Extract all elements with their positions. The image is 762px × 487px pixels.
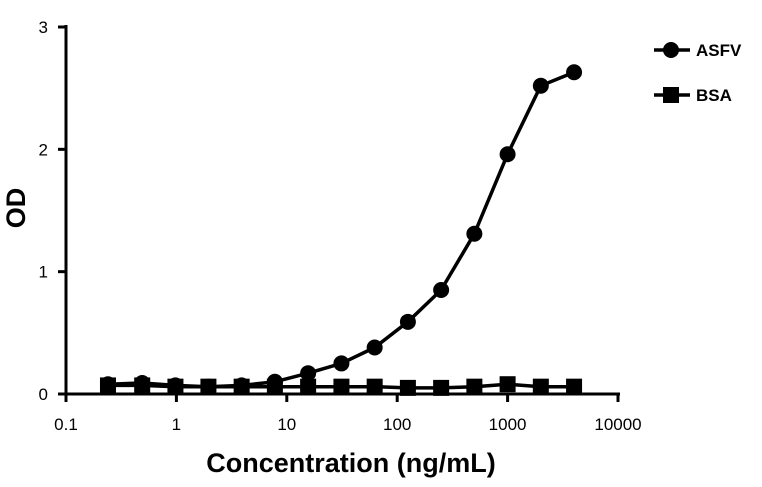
data-point xyxy=(566,64,583,81)
data-point xyxy=(200,378,217,395)
data-point xyxy=(233,377,250,394)
data-point xyxy=(532,378,549,395)
data-point xyxy=(134,374,151,391)
data-point xyxy=(266,373,283,390)
legend-item-bsa: BSA xyxy=(654,86,732,105)
data-point xyxy=(499,376,516,393)
data-point xyxy=(399,379,416,396)
series-asfv xyxy=(99,64,583,395)
data-point xyxy=(433,379,450,396)
x-tick-label: 10 xyxy=(277,415,296,434)
data-point xyxy=(99,376,116,393)
legend-marker xyxy=(663,87,679,103)
data-point xyxy=(333,378,350,395)
legend-label: BSA xyxy=(696,86,732,105)
data-point xyxy=(466,378,483,395)
series-layer xyxy=(99,64,583,396)
ticks: 0.1 1 10 100 1000 10000 0 1 2 3 xyxy=(39,18,642,434)
data-point xyxy=(466,225,483,242)
x-tick-label: 1 xyxy=(172,415,181,434)
data-point xyxy=(399,313,416,330)
data-point xyxy=(333,355,350,372)
legend-item-asfv: ASFV xyxy=(654,41,742,60)
y-tick-label: 3 xyxy=(39,18,48,37)
data-point xyxy=(366,339,383,356)
legend-label: ASFV xyxy=(696,41,742,60)
data-point xyxy=(167,377,184,394)
data-point xyxy=(566,378,583,395)
data-point xyxy=(300,365,317,382)
legend: ASFV BSA xyxy=(654,41,742,105)
y-tick-label: 2 xyxy=(39,140,48,159)
x-tick-label: 10000 xyxy=(594,415,641,434)
data-point xyxy=(499,146,516,163)
series-line xyxy=(107,70,575,389)
legend-marker xyxy=(663,42,679,58)
data-point xyxy=(366,378,383,395)
x-tick-label: 0.1 xyxy=(54,415,78,434)
x-tick-label: 1000 xyxy=(489,415,527,434)
data-point xyxy=(532,77,549,94)
y-tick-label: 1 xyxy=(39,263,48,282)
y-axis-title: OD xyxy=(1,188,31,229)
x-axis-title: Concentration (ng/mL) xyxy=(206,448,495,478)
y-tick-label: 0 xyxy=(39,385,48,404)
x-tick-label: 100 xyxy=(383,415,411,434)
data-point xyxy=(433,282,450,299)
data-point xyxy=(300,378,317,395)
